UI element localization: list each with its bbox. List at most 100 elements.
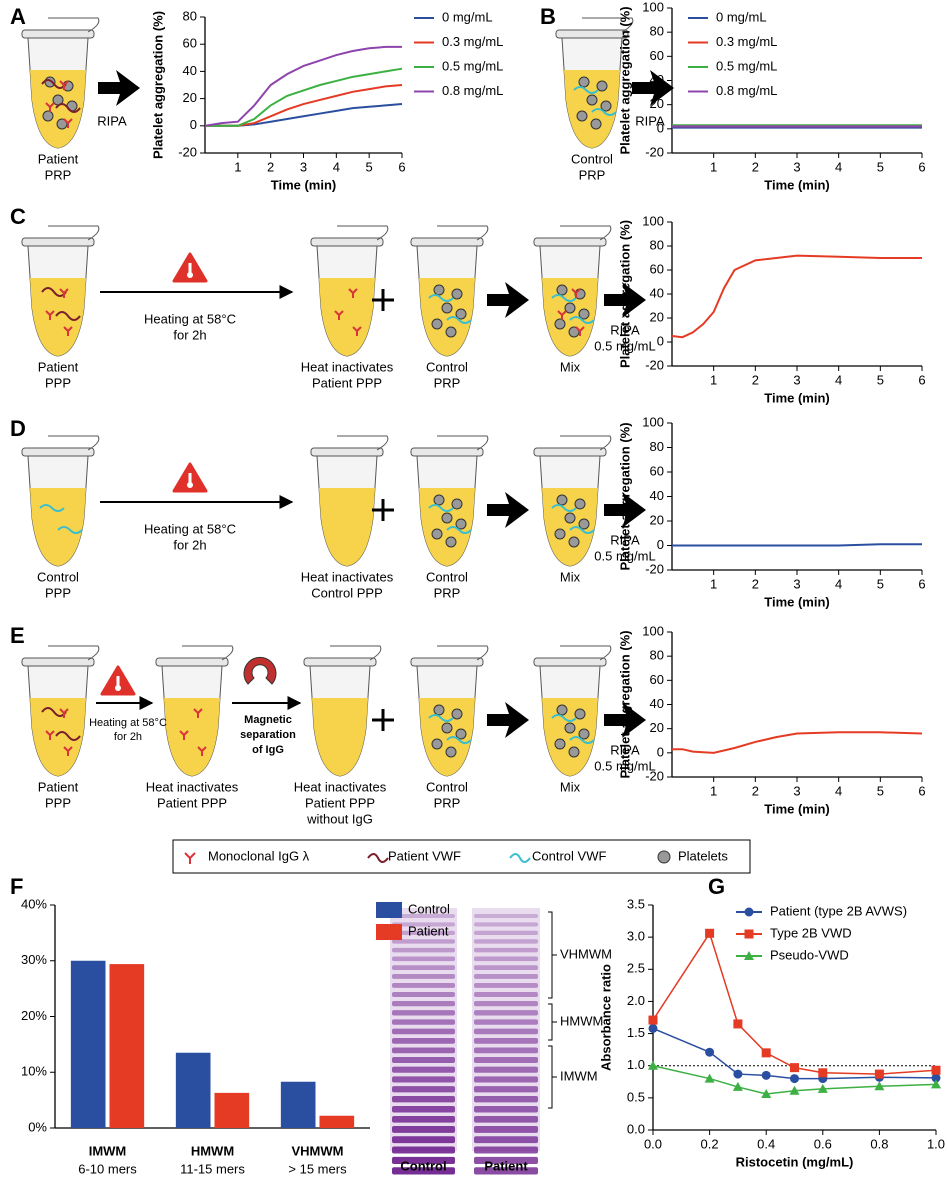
gel-band — [392, 1010, 455, 1016]
gel-band — [392, 914, 455, 918]
diagram-label: of IgG — [252, 744, 284, 756]
tube-cap-hinge — [337, 225, 389, 241]
y-tick-label: -20 — [645, 144, 664, 159]
tube-cap-hinge — [48, 225, 100, 241]
tube-cap — [533, 447, 607, 457]
diagram-label: RIPA — [610, 532, 640, 547]
platelet-icon — [564, 512, 576, 524]
gel-band — [474, 1001, 538, 1007]
x-tick-label: 3 — [793, 372, 800, 387]
control-vwf-icon — [446, 316, 472, 324]
gel-band — [474, 1105, 538, 1113]
gel-band — [474, 991, 538, 998]
x-tick-label: 3 — [793, 576, 800, 591]
tube — [533, 645, 612, 777]
y-tick-label: 40 — [650, 285, 664, 300]
tube-cap — [303, 657, 377, 667]
platelet-icon — [600, 100, 612, 112]
y-tick-label: 80 — [650, 439, 664, 454]
y-axis-label: Absorbance ratio — [598, 964, 613, 1071]
gel-band — [392, 965, 455, 970]
control-vwf-icon — [551, 504, 577, 512]
data-point — [761, 1070, 771, 1080]
data-point — [733, 1019, 743, 1029]
igg-icon — [63, 746, 73, 756]
diagram-label: Heat inactivates — [294, 779, 387, 794]
tube-cap-hinge — [560, 645, 612, 661]
y-tick-label: 0 — [190, 117, 197, 132]
diagram-label: Control — [571, 151, 613, 166]
patient-vwf-icon — [55, 103, 81, 113]
x-tick-label: 2 — [752, 783, 759, 798]
x-axis-label: Time (min) — [764, 390, 830, 405]
diagram-label: PRP — [434, 585, 461, 600]
gel-band — [474, 1086, 538, 1093]
tube — [310, 225, 389, 357]
x-tick-label: 4 — [333, 159, 340, 174]
tube-cap — [410, 657, 484, 667]
control-vwf-icon — [39, 504, 65, 512]
igg-icon — [348, 288, 358, 298]
control-vwf-icon — [509, 853, 531, 863]
y-tick-label: 80 — [650, 24, 664, 39]
gel-band-label: HMWM — [560, 1013, 603, 1028]
gel-band — [392, 1126, 455, 1133]
tube-cap-hinge — [560, 435, 612, 451]
gel-band — [392, 1115, 455, 1123]
igg-icon — [45, 730, 55, 740]
tube-cap-hinge — [330, 645, 382, 661]
y-axis-label: Platelet aggregation (%) — [617, 630, 632, 778]
gel-band — [474, 1076, 538, 1083]
plus-sign — [372, 289, 394, 311]
tube — [21, 435, 100, 567]
igg-icon — [179, 730, 189, 740]
bar — [214, 1092, 250, 1128]
y-tick-label: 0 — [657, 744, 664, 759]
legend-label: Pseudo-VWD — [770, 947, 849, 962]
legend-label: Patient (type 2B AVWS) — [770, 903, 907, 918]
control-vwf-icon — [569, 736, 595, 744]
platelet-icon — [564, 722, 576, 734]
data-line — [204, 45, 402, 127]
control-vwf-icon — [428, 714, 454, 722]
legend-label: Patient VWF — [388, 848, 461, 863]
tube-cap-hinge — [182, 645, 234, 661]
platelet-icon — [574, 498, 586, 510]
diagram-label: Heating at 58°C — [144, 521, 236, 536]
y-tick-label: 60 — [650, 672, 664, 687]
y-tick-label: 1.0 — [627, 1057, 645, 1072]
gel-band — [474, 930, 538, 935]
data-point — [761, 1089, 772, 1098]
tube-cap — [21, 447, 95, 457]
x-tick-label: 0.8 — [870, 1136, 888, 1151]
platelet-icon — [578, 308, 590, 320]
platelet-icon — [554, 738, 566, 750]
platelet-icon — [556, 284, 568, 296]
step-arrow — [604, 702, 646, 738]
y-axis-label: Platelet aggregation (%) — [617, 422, 632, 570]
tube-liquid — [312, 698, 368, 776]
gel-band — [392, 1146, 455, 1154]
tube-cap — [21, 657, 95, 667]
tube-cap-hinge — [437, 225, 489, 241]
y-axis-label: Platelet aggregation (%) — [617, 6, 632, 154]
data-point — [744, 951, 754, 960]
diagram-label: RIPA — [610, 322, 640, 337]
diagram-label: 0.5 mg/mL — [594, 758, 655, 773]
platelet-icon — [578, 728, 590, 740]
diagram-label: Heat inactivates — [301, 359, 394, 374]
tube-liquid — [30, 698, 86, 776]
gel-band — [474, 914, 538, 918]
y-tick-label: -20 — [645, 357, 664, 372]
tube-liquid — [419, 488, 475, 566]
panel-label: A — [10, 4, 26, 29]
diagram-label: Mix — [560, 359, 581, 374]
platelet-icon — [657, 850, 671, 864]
tube-cap-hinge — [337, 435, 389, 451]
x-tick-label: 0.2 — [701, 1136, 719, 1151]
tube-liquid — [30, 488, 86, 566]
y-tick-label: 40 — [650, 488, 664, 503]
platelet-icon — [441, 722, 453, 734]
patient-vwf-icon — [41, 707, 67, 717]
platelet-icon — [433, 704, 445, 716]
